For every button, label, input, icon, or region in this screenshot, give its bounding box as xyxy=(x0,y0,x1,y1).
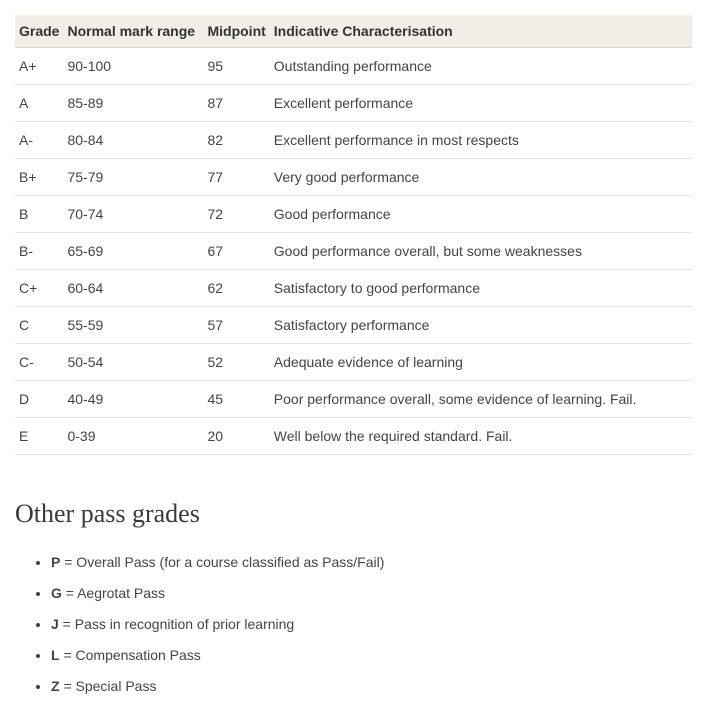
grade-table: Grade Normal mark range Midpoint Indicat… xyxy=(15,15,692,455)
table-body: A+90-10095Outstanding performanceA85-898… xyxy=(15,48,692,455)
table-cell: 52 xyxy=(203,344,269,381)
table-row: B-65-6967Good performance overall, but s… xyxy=(15,233,692,270)
grade-code: L xyxy=(51,647,60,663)
table-row: B70-7472Good performance xyxy=(15,196,692,233)
table-cell: Excellent performance in most respects xyxy=(270,122,692,159)
table-cell: E xyxy=(15,418,63,455)
table-cell: Adequate evidence of learning xyxy=(270,344,692,381)
table-header: Grade Normal mark range Midpoint Indicat… xyxy=(15,15,692,48)
table-cell: 60-64 xyxy=(63,270,203,307)
grade-desc: = Pass in recognition of prior learning xyxy=(59,616,294,632)
col-header-characterisation: Indicative Characterisation xyxy=(270,15,692,48)
table-cell: 65-69 xyxy=(63,233,203,270)
table-cell: Well below the required standard. Fail. xyxy=(270,418,692,455)
table-cell: 75-79 xyxy=(63,159,203,196)
list-item: L = Compensation Pass xyxy=(51,640,692,671)
table-cell: Satisfactory to good performance xyxy=(270,270,692,307)
table-row: C55-5957Satisfactory performance xyxy=(15,307,692,344)
table-cell: 85-89 xyxy=(63,85,203,122)
list-item: J = Pass in recognition of prior learnin… xyxy=(51,609,692,640)
grade-desc: = Special Pass xyxy=(60,678,157,694)
table-row: A-80-8482Excellent performance in most r… xyxy=(15,122,692,159)
table-cell: 50-54 xyxy=(63,344,203,381)
table-row: E0-3920Well below the required standard.… xyxy=(15,418,692,455)
table-cell: Outstanding performance xyxy=(270,48,692,85)
table-cell: B+ xyxy=(15,159,63,196)
table-cell: 82 xyxy=(203,122,269,159)
table-row: A+90-10095Outstanding performance xyxy=(15,48,692,85)
table-cell: Good performance overall, but some weakn… xyxy=(270,233,692,270)
table-cell: Good performance xyxy=(270,196,692,233)
table-cell: C- xyxy=(15,344,63,381)
grade-code: Z xyxy=(51,678,60,694)
table-row: D40-4945Poor performance overall, some e… xyxy=(15,381,692,418)
table-cell: Satisfactory performance xyxy=(270,307,692,344)
pass-grades-list: P = Overall Pass (for a course classifie… xyxy=(15,547,692,702)
grade-code: J xyxy=(51,616,59,632)
table-cell: 87 xyxy=(203,85,269,122)
table-cell: 67 xyxy=(203,233,269,270)
table-cell: 72 xyxy=(203,196,269,233)
grade-code: P xyxy=(51,554,60,570)
grade-desc: = Overall Pass (for a course classified … xyxy=(60,554,384,570)
col-header-grade: Grade xyxy=(15,15,63,48)
table-cell: 62 xyxy=(203,270,269,307)
table-cell: 77 xyxy=(203,159,269,196)
list-item: G = Aegrotat Pass xyxy=(51,578,692,609)
table-cell: C+ xyxy=(15,270,63,307)
table-cell: 45 xyxy=(203,381,269,418)
table-row: C+60-6462Satisfactory to good performanc… xyxy=(15,270,692,307)
list-item: P = Overall Pass (for a course classifie… xyxy=(51,547,692,578)
grade-code: G xyxy=(51,585,62,601)
list-item: Z = Special Pass xyxy=(51,671,692,702)
table-cell: A+ xyxy=(15,48,63,85)
table-cell: 0-39 xyxy=(63,418,203,455)
col-header-midpoint: Midpoint xyxy=(203,15,269,48)
table-cell: C xyxy=(15,307,63,344)
table-row: B+75-7977Very good performance xyxy=(15,159,692,196)
table-row: A85-8987Excellent performance xyxy=(15,85,692,122)
table-row: C-50-5452Adequate evidence of learning xyxy=(15,344,692,381)
table-cell: Very good performance xyxy=(270,159,692,196)
table-cell: Poor performance overall, some evidence … xyxy=(270,381,692,418)
table-cell: 57 xyxy=(203,307,269,344)
table-cell: 70-74 xyxy=(63,196,203,233)
table-cell: 95 xyxy=(203,48,269,85)
grade-desc: = Aegrotat Pass xyxy=(62,585,165,601)
table-cell: 40-49 xyxy=(63,381,203,418)
table-cell: 55-59 xyxy=(63,307,203,344)
table-cell: 80-84 xyxy=(63,122,203,159)
section-heading: Other pass grades xyxy=(15,499,692,529)
grade-desc: = Compensation Pass xyxy=(60,647,201,663)
table-cell: 20 xyxy=(203,418,269,455)
table-cell: Excellent performance xyxy=(270,85,692,122)
table-cell: B xyxy=(15,196,63,233)
table-cell: B- xyxy=(15,233,63,270)
col-header-range: Normal mark range xyxy=(63,15,203,48)
table-cell: A xyxy=(15,85,63,122)
table-cell: A- xyxy=(15,122,63,159)
table-cell: D xyxy=(15,381,63,418)
table-cell: 90-100 xyxy=(63,48,203,85)
